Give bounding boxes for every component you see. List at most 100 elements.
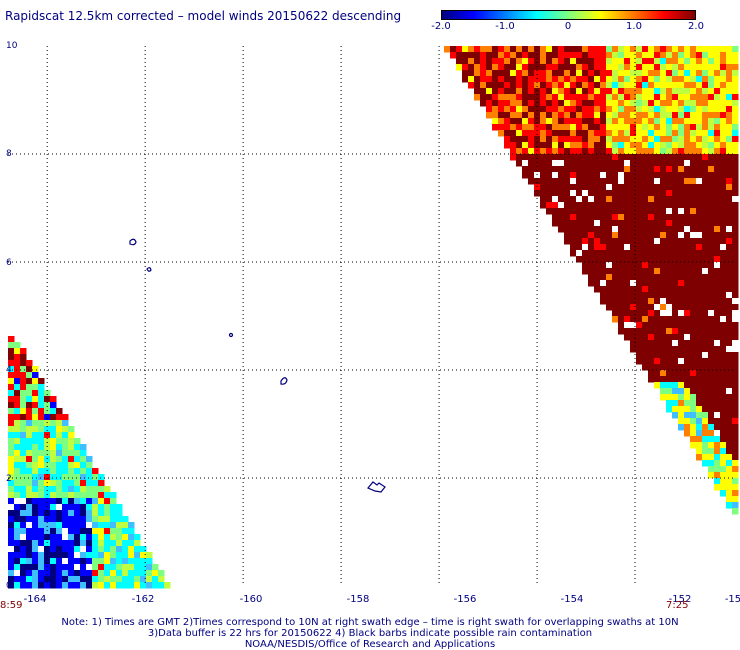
wind-cell bbox=[666, 46, 673, 53]
wind-cell bbox=[80, 546, 87, 553]
wind-cell bbox=[732, 412, 739, 419]
wind-cell bbox=[80, 558, 87, 565]
wind-cell bbox=[732, 46, 739, 53]
wind-cell bbox=[110, 576, 117, 583]
wind-cell bbox=[714, 46, 721, 53]
wind-cell bbox=[552, 142, 559, 149]
wind-cell bbox=[128, 552, 135, 559]
wind-cell bbox=[540, 112, 547, 119]
wind-cell bbox=[726, 118, 733, 125]
wind-cell bbox=[26, 510, 33, 517]
wind-cell bbox=[588, 82, 595, 89]
wind-cell bbox=[714, 406, 721, 413]
wind-cell bbox=[522, 46, 529, 53]
wind-cell bbox=[486, 64, 493, 71]
wind-cell bbox=[702, 430, 709, 437]
wind-cell bbox=[684, 418, 691, 425]
wind-cell bbox=[702, 310, 709, 317]
wind-cell bbox=[726, 76, 733, 83]
wind-cell bbox=[80, 480, 87, 487]
wind-cell bbox=[606, 256, 613, 263]
wind-cell bbox=[714, 352, 721, 359]
wind-cell bbox=[116, 582, 123, 589]
wind-cell bbox=[678, 340, 685, 347]
wind-cell bbox=[588, 214, 595, 221]
wind-cell bbox=[612, 250, 619, 257]
wind-cell bbox=[654, 88, 661, 95]
wind-cell bbox=[732, 52, 739, 59]
wind-cell bbox=[654, 268, 661, 275]
wind-cell bbox=[708, 448, 715, 455]
wind-cell bbox=[92, 570, 99, 577]
wind-cell bbox=[660, 208, 667, 215]
wind-cell bbox=[708, 460, 715, 467]
wind-cell bbox=[660, 286, 667, 293]
wind-cell bbox=[642, 70, 649, 77]
wind-cell bbox=[570, 250, 577, 257]
wind-cell bbox=[8, 426, 15, 433]
wind-cell bbox=[50, 582, 57, 589]
wind-cell bbox=[44, 432, 51, 439]
wind-cell bbox=[666, 388, 673, 395]
wind-cell bbox=[684, 322, 691, 329]
wind-cell bbox=[666, 160, 673, 167]
wind-cell bbox=[660, 100, 667, 107]
wind-cell bbox=[80, 468, 87, 475]
wind-cell bbox=[726, 460, 733, 467]
wind-cell bbox=[8, 492, 15, 499]
wind-cell bbox=[134, 564, 141, 571]
wind-cell bbox=[732, 418, 739, 425]
wind-cell bbox=[104, 528, 111, 535]
wind-cell bbox=[552, 88, 559, 95]
wind-cell bbox=[86, 498, 93, 505]
wind-cell bbox=[642, 298, 649, 305]
wind-cell bbox=[618, 64, 625, 71]
wind-cell bbox=[56, 534, 63, 541]
lon-label: -162 bbox=[131, 594, 155, 605]
wind-cell bbox=[630, 76, 637, 83]
wind-cell bbox=[660, 388, 667, 395]
wind-cell bbox=[552, 220, 559, 227]
wind-cell bbox=[690, 202, 697, 209]
wind-cell bbox=[720, 142, 727, 149]
wind-cell bbox=[636, 106, 643, 113]
wind-cell bbox=[702, 256, 709, 263]
wind-cell bbox=[714, 370, 721, 377]
wind-cell bbox=[690, 394, 697, 401]
wind-cell bbox=[528, 88, 535, 95]
wind-cell bbox=[648, 148, 655, 155]
wind-cell bbox=[534, 160, 541, 167]
wind-cell bbox=[20, 456, 27, 463]
wind-cell bbox=[672, 196, 679, 203]
wind-cell bbox=[600, 166, 607, 173]
wind-cell bbox=[98, 540, 105, 547]
wind-cell bbox=[86, 504, 93, 511]
wind-cell bbox=[720, 280, 727, 287]
wind-cell bbox=[32, 426, 39, 433]
wind-cell bbox=[588, 166, 595, 173]
wind-cell bbox=[702, 292, 709, 299]
wind-cell bbox=[8, 582, 15, 589]
wind-cell bbox=[690, 262, 697, 269]
wind-cell bbox=[672, 214, 679, 221]
wind-cell bbox=[498, 94, 505, 101]
wind-cell bbox=[672, 226, 679, 233]
wind-cell bbox=[696, 310, 703, 317]
wind-cell bbox=[164, 582, 171, 589]
wind-cell bbox=[80, 570, 87, 577]
wind-cell bbox=[726, 190, 733, 197]
wind-cell bbox=[522, 112, 529, 119]
wind-cell bbox=[672, 250, 679, 257]
wind-cell bbox=[684, 226, 691, 233]
wind-cell bbox=[474, 94, 481, 101]
wind-cell bbox=[122, 564, 129, 571]
wind-cell bbox=[582, 208, 589, 215]
wind-cell bbox=[666, 382, 673, 389]
wind-cell bbox=[618, 256, 625, 263]
wind-cell bbox=[504, 70, 511, 77]
wind-cell bbox=[672, 388, 679, 395]
wind-cell bbox=[648, 118, 655, 125]
wind-cell bbox=[624, 202, 631, 209]
wind-cell bbox=[642, 334, 649, 341]
wind-cell bbox=[498, 124, 505, 131]
